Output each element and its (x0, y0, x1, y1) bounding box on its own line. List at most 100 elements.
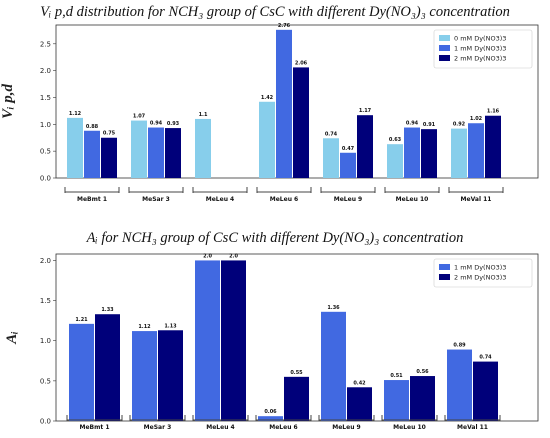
chart2-data-label: 1.12 (138, 324, 151, 330)
chart1-bar (148, 127, 164, 178)
chart2-legend-swatch (439, 264, 450, 270)
chart2-bar (347, 387, 372, 421)
chart2-bar (195, 260, 220, 421)
chart2-bar (69, 323, 94, 421)
chart1-bar (357, 115, 373, 178)
chart2-bar (473, 361, 498, 421)
chart1-bar (276, 29, 292, 179)
chart2-category-label: MeVal 11 (457, 424, 488, 431)
chart1-data-label: 0.93 (167, 121, 180, 127)
chart1-bar (323, 138, 339, 178)
chart1-data-label: 0.92 (453, 122, 466, 128)
chart1-legend-swatch (439, 35, 450, 41)
chart1-ytick-label: 0.5 (40, 148, 51, 156)
chart1-category-label: MeVal 11 (461, 196, 492, 203)
chart2-data-label: 0.51 (390, 373, 403, 379)
chart2-ytick-label: 0.0 (40, 418, 51, 426)
chart2-data-label: 0.55 (290, 370, 303, 376)
chart1-data-label: 0.94 (150, 121, 163, 127)
chart1-data-label: 1.16 (487, 109, 500, 115)
chart1-data-label: 1.42 (261, 95, 274, 101)
chart2-data-label: 0.74 (479, 355, 492, 361)
chart2-bar (384, 380, 409, 421)
chart1-bar (404, 127, 420, 178)
chart1-data-label: 0.88 (86, 124, 99, 130)
chart1-bar (340, 152, 356, 178)
chart1-bar (165, 128, 181, 178)
chart2-y-axis-label: Aᵢ (4, 331, 20, 345)
chart2-bar (410, 376, 435, 421)
chart1-legend-label: 1 mM Dy(NO3)3 (454, 45, 506, 53)
chart1-data-label: 0.74 (325, 131, 338, 137)
chart1-legend-swatch (439, 55, 450, 61)
chart1-data-label: 0.75 (103, 131, 116, 137)
chart2-category-label: MeLeu 10 (393, 424, 426, 431)
chart2-legend-box (433, 258, 533, 288)
chart2-ytick-label: 2.0 (40, 257, 51, 265)
chart1-legend-label: 0 mM Dy(NO3)3 (454, 35, 506, 43)
chart1-data-label: 2.76 (278, 23, 291, 29)
chart1-data-label: 0.94 (406, 121, 419, 127)
chart1-data-label: 1.12 (69, 111, 82, 117)
chart2-category-label: MeLeu 4 (206, 424, 234, 431)
chart1-bar (468, 123, 484, 178)
chart1-bar (387, 144, 403, 178)
chart2-ytick-label: 1.5 (40, 297, 51, 305)
chart1-ytick-label: 1.0 (40, 121, 51, 129)
chart1-ytick-label: 1.5 (40, 94, 51, 102)
chart1-bar (259, 101, 275, 178)
chart1-ytick-label: 0.0 (40, 175, 51, 183)
chart-1-title: Vᵢ p,d distribution for NCH₃ group of Cs… (40, 4, 510, 20)
chart2-bar (447, 349, 472, 421)
chart2-category-label: MeBmt 1 (80, 424, 110, 431)
chart2-data-label: 2.0 (229, 253, 238, 259)
chart1-category-label: MeLeu 9 (334, 196, 362, 203)
chart2-bar (158, 330, 183, 421)
chart1-data-label: 0.91 (423, 122, 436, 128)
chart1-bar (293, 67, 309, 178)
chart1-data-label: 1.17 (359, 108, 372, 114)
chart1-category-label: MeLeu 4 (206, 196, 234, 203)
chart2-bar (95, 314, 120, 421)
chart1-data-label: 0.47 (342, 146, 355, 152)
chart2-data-label: 1.33 (101, 307, 114, 313)
chart2-legend-label: 2 mM Dy(NO3)3 (454, 274, 506, 282)
chart1-legend-box (433, 29, 533, 69)
chart1-category-label: MeBmt 1 (77, 196, 107, 203)
chart1-bar (67, 117, 83, 178)
chart2-data-label: 1.13 (164, 323, 177, 329)
chart2-data-label: 2.0 (203, 253, 212, 259)
chart2-bar (284, 376, 309, 421)
chart1-data-label: 2.06 (295, 60, 308, 66)
chart1-bar (131, 120, 147, 178)
chart1-bar (101, 137, 117, 178)
chart1-category-label: MeLeu 10 (396, 196, 429, 203)
chart1-ytick-label: 2.5 (40, 40, 51, 48)
chart1-bar (421, 129, 437, 178)
chart1-ytick-label: 2.0 (40, 67, 51, 75)
chart2-ytick-label: 1.0 (40, 337, 51, 345)
chart2-data-label: 0.89 (453, 343, 466, 349)
chart2-data-label: 0.42 (353, 380, 366, 386)
chart2-data-label: 0.06 (264, 409, 277, 415)
chart2-category-label: MeLeu 6 (269, 424, 297, 431)
chart1-legend-swatch (439, 45, 450, 51)
chart2-legend-label: 1 mM Dy(NO3)3 (454, 264, 506, 272)
chart1-legend-label: 2 mM Dy(NO3)3 (454, 55, 506, 63)
chart2-legend-swatch (439, 274, 450, 280)
chart2-bar (221, 260, 246, 421)
chart1-category-label: MeLeu 6 (270, 196, 298, 203)
chart1-category-label: MeSar 3 (142, 196, 170, 203)
chart2-category-label: MeSar 3 (144, 424, 172, 431)
chart1-bar (485, 115, 501, 178)
chart2-category-label: MeLeu 9 (332, 424, 360, 431)
chart2-data-label: 1.36 (327, 305, 340, 311)
chart1-y-axis-label: Vᵢ p,d (0, 83, 16, 119)
chart2-data-label: 0.56 (416, 369, 429, 375)
chart1-bar (451, 128, 467, 178)
chart1-data-label: 0.63 (389, 137, 402, 143)
chart1-data-label: 1.07 (133, 114, 146, 120)
chart1-data-label: 1.1 (199, 112, 208, 118)
chart2-data-label: 1.21 (75, 317, 88, 323)
